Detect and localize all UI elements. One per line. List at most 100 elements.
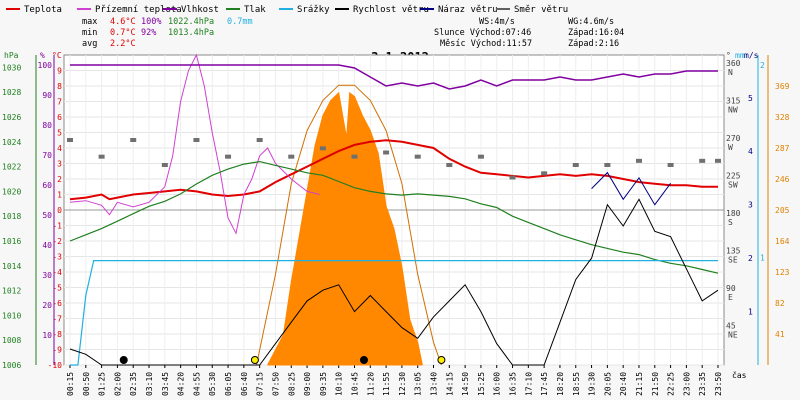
x-tick-label: 23:50 [714,372,723,396]
x-tick-label: 04:55 [192,372,201,396]
wind-direction-mark [288,154,295,159]
series-line-0 [69,139,718,201]
x-tick-label: 12:30 [398,372,407,396]
wind-direction-mark [635,158,642,163]
direction-tick-label: S [728,218,733,227]
temperature-tick: 4 [57,144,62,153]
legend-label-3: Tlak [244,5,266,15]
x-tick-label: 16:00 [493,372,502,396]
pressure-tick: 1024 [2,138,21,147]
temperature-tick: -4 [52,268,62,277]
rain-tick: 1 [760,254,765,263]
legend-label-6: Náraz větru [438,5,498,15]
wind-speed-info: WS:4m/s [479,17,515,27]
humidity-axis-label: % [40,51,45,60]
direction-tick: 270 [726,134,741,143]
x-tick-label: 13:40 [430,372,439,396]
legend-label-0: Teplota [24,5,62,15]
x-tick-label: 06:40 [240,372,249,396]
wind-direction-mark [699,158,706,163]
series-line-1 [69,53,320,235]
stats-min-press: 1013.4hPa [168,28,214,38]
pressure-axis-label: hPa [4,51,19,60]
pressure-tick: 1028 [2,88,21,97]
legend-label-7: Směr větru [514,5,568,15]
radiation-tick: 164 [775,237,790,246]
temperature-tick: 3 [57,160,62,169]
x-axis-label: čas [732,370,747,380]
direction-axis-label: ° [726,51,731,60]
humidity-tick: 80 [42,121,52,130]
direction-tick: 360 [726,59,741,68]
direction-tick: 225 [726,172,741,181]
x-tick-label: 18:20 [556,372,565,396]
temperature-tick: -7 [52,315,62,324]
wind-tick: 5 [748,94,753,103]
markers-layer [119,356,446,364]
temperature-tick: -5 [52,284,62,293]
temperature-tick: 2 [57,175,62,184]
temperature-tick: 0 [57,206,62,215]
wind-direction-mark [383,150,390,155]
temperature-tick: 6 [57,113,62,122]
sunrise-marker [250,356,259,364]
legend-label-1: Přízemní teplota [95,5,182,15]
wind-direction-mark [572,163,579,167]
direction-tick-label: NW [728,106,738,115]
series-line-4 [70,260,718,366]
direction-tick: 180 [726,209,741,218]
x-tick-label: 09:00 [303,372,312,396]
x-tick-label: 15:25 [477,372,486,396]
x-tick-label: 21:15 [635,372,644,396]
x-tick-label: 11:55 [382,372,391,396]
stats-max-temp: 4.6°C [110,17,136,27]
humidity-tick: 70 [42,151,52,160]
wind-direction-mark [667,163,674,167]
direction-tick: 90 [726,284,736,293]
x-tick-label: 08:25 [287,372,296,396]
moon-set-info: Západ:2:16 [568,39,619,49]
legend-label-2: Vlhkost [181,5,219,15]
radiation-tick: 328 [775,113,790,122]
x-tick-label: 00:50 [82,372,91,396]
wind-tick: 2 [748,254,753,263]
x-tick-label: 07:15 [256,372,265,396]
pressure-tick: 1026 [2,113,21,122]
x-tick-label: 16:35 [509,372,518,396]
wind-tick: 3 [748,201,753,210]
wind-direction-mark [509,175,516,180]
x-axis: 00:15 00:50 01:25 02:00 02:35 03:10 03:45 04:20… [66,365,723,396]
wind-axis-label: m/s [744,51,759,60]
x-tick-label: 17:45 [540,372,549,396]
stats-min-hum: 92% [141,28,156,38]
wind-tick: 4 [748,147,753,156]
x-tick-label: 21:50 [651,372,660,396]
direction-tick: 135 [726,247,741,256]
wind-direction-mark [715,158,721,163]
stats-block: max 4.6°C 100% 1022.4hPa 0.7mm min 0.7°C… [82,17,253,49]
temperature-tick: 1 [57,191,62,200]
stats-max-label: max [82,17,97,27]
humidity-tick: 50 [42,211,52,220]
temperature-tick: 7 [57,98,62,107]
wind-direction-mark [319,146,326,151]
temperature-tick: -2 [52,237,62,246]
wind-direction-mark [193,138,200,142]
stats-max-press: 1022.4hPa [168,17,214,27]
x-tick-label: 23:35 [698,372,707,396]
pressure-tick: 1020 [2,187,21,196]
series-line-2 [70,64,718,90]
wind-gust-info: WG:4.6m/s [568,17,614,27]
direction-tick-label: SW [728,181,738,190]
pressure-tick: 1030 [2,63,21,72]
legend-label-5: Rychlost větru [353,5,429,15]
x-tick-label: 18:55 [572,372,581,396]
rain-axis-label: mm [735,51,745,60]
radiation-area [267,91,423,366]
wind-direction-mark [414,154,421,159]
x-tick-label: 03:10 [145,372,154,396]
pressure-tick: 1016 [2,237,21,246]
legend-label-4: Srážky [297,5,330,15]
